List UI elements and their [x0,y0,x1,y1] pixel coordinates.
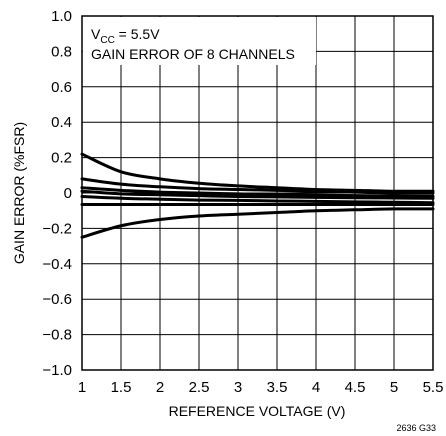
vcc-prefix: V [91,26,101,42]
y-tick-label: 0.8 [51,43,72,60]
y-tick-label: 1.0 [51,8,72,25]
x-tick-label: 1 [78,379,86,396]
plot-frame [81,15,434,371]
x-tick-label: 3.5 [267,379,288,396]
annotation-background [83,17,316,65]
y-tick-label: −0.2 [42,220,72,237]
vcc-subscript: CC [100,35,114,46]
y-tick-label: 0.6 [51,79,72,96]
x-tick-label: 5.5 [423,379,444,396]
series-line [80,177,435,195]
x-axis-label: REFERENCE VOLTAGE (V) [169,403,346,419]
vcc-annotation: VCC = 5.5V [91,26,160,46]
y-tick-label: 0.4 [51,114,72,131]
x-tick-label: 2 [156,379,164,396]
gain-error-annotation: GAIN ERROR OF 8 CHANNELS [91,46,295,62]
y-tick-label: 0.2 [51,150,72,167]
series-line [80,186,435,198]
series-line [80,189,435,200]
series-line [80,207,435,239]
y-tick-label: −0.4 [42,256,72,273]
x-tick-label: 4.5 [345,379,366,396]
x-tick-label: 3 [234,379,242,396]
y-tick-label: −0.6 [42,291,72,308]
x-tick-label: 4 [312,379,320,396]
vcc-value: = 5.5V [115,26,160,42]
y-axis-label: GAIN ERROR (%FSR) [11,122,27,264]
figure-id: 2636 G33 [396,423,436,433]
data-series [80,152,435,239]
y-tick-label: −1.0 [42,362,72,379]
x-tick-label: 5 [390,379,398,396]
series-line [80,195,435,205]
y-tick-labels: 1.0 0.8 0.6 0.4 0.2 0 −0.2 −0.4 −0.6 −0.8 −1.0 [42,8,72,379]
x-tick-label: 2.5 [189,379,210,396]
x-tick-labels: 1 1.5 2 2.5 3 3.5 4 4.5 5 5.5 [78,379,444,396]
x-tick-label: 1.5 [111,379,132,396]
y-tick-label: −0.8 [42,327,72,344]
y-tick-label: 0 [64,185,72,202]
series-line [80,152,435,193]
